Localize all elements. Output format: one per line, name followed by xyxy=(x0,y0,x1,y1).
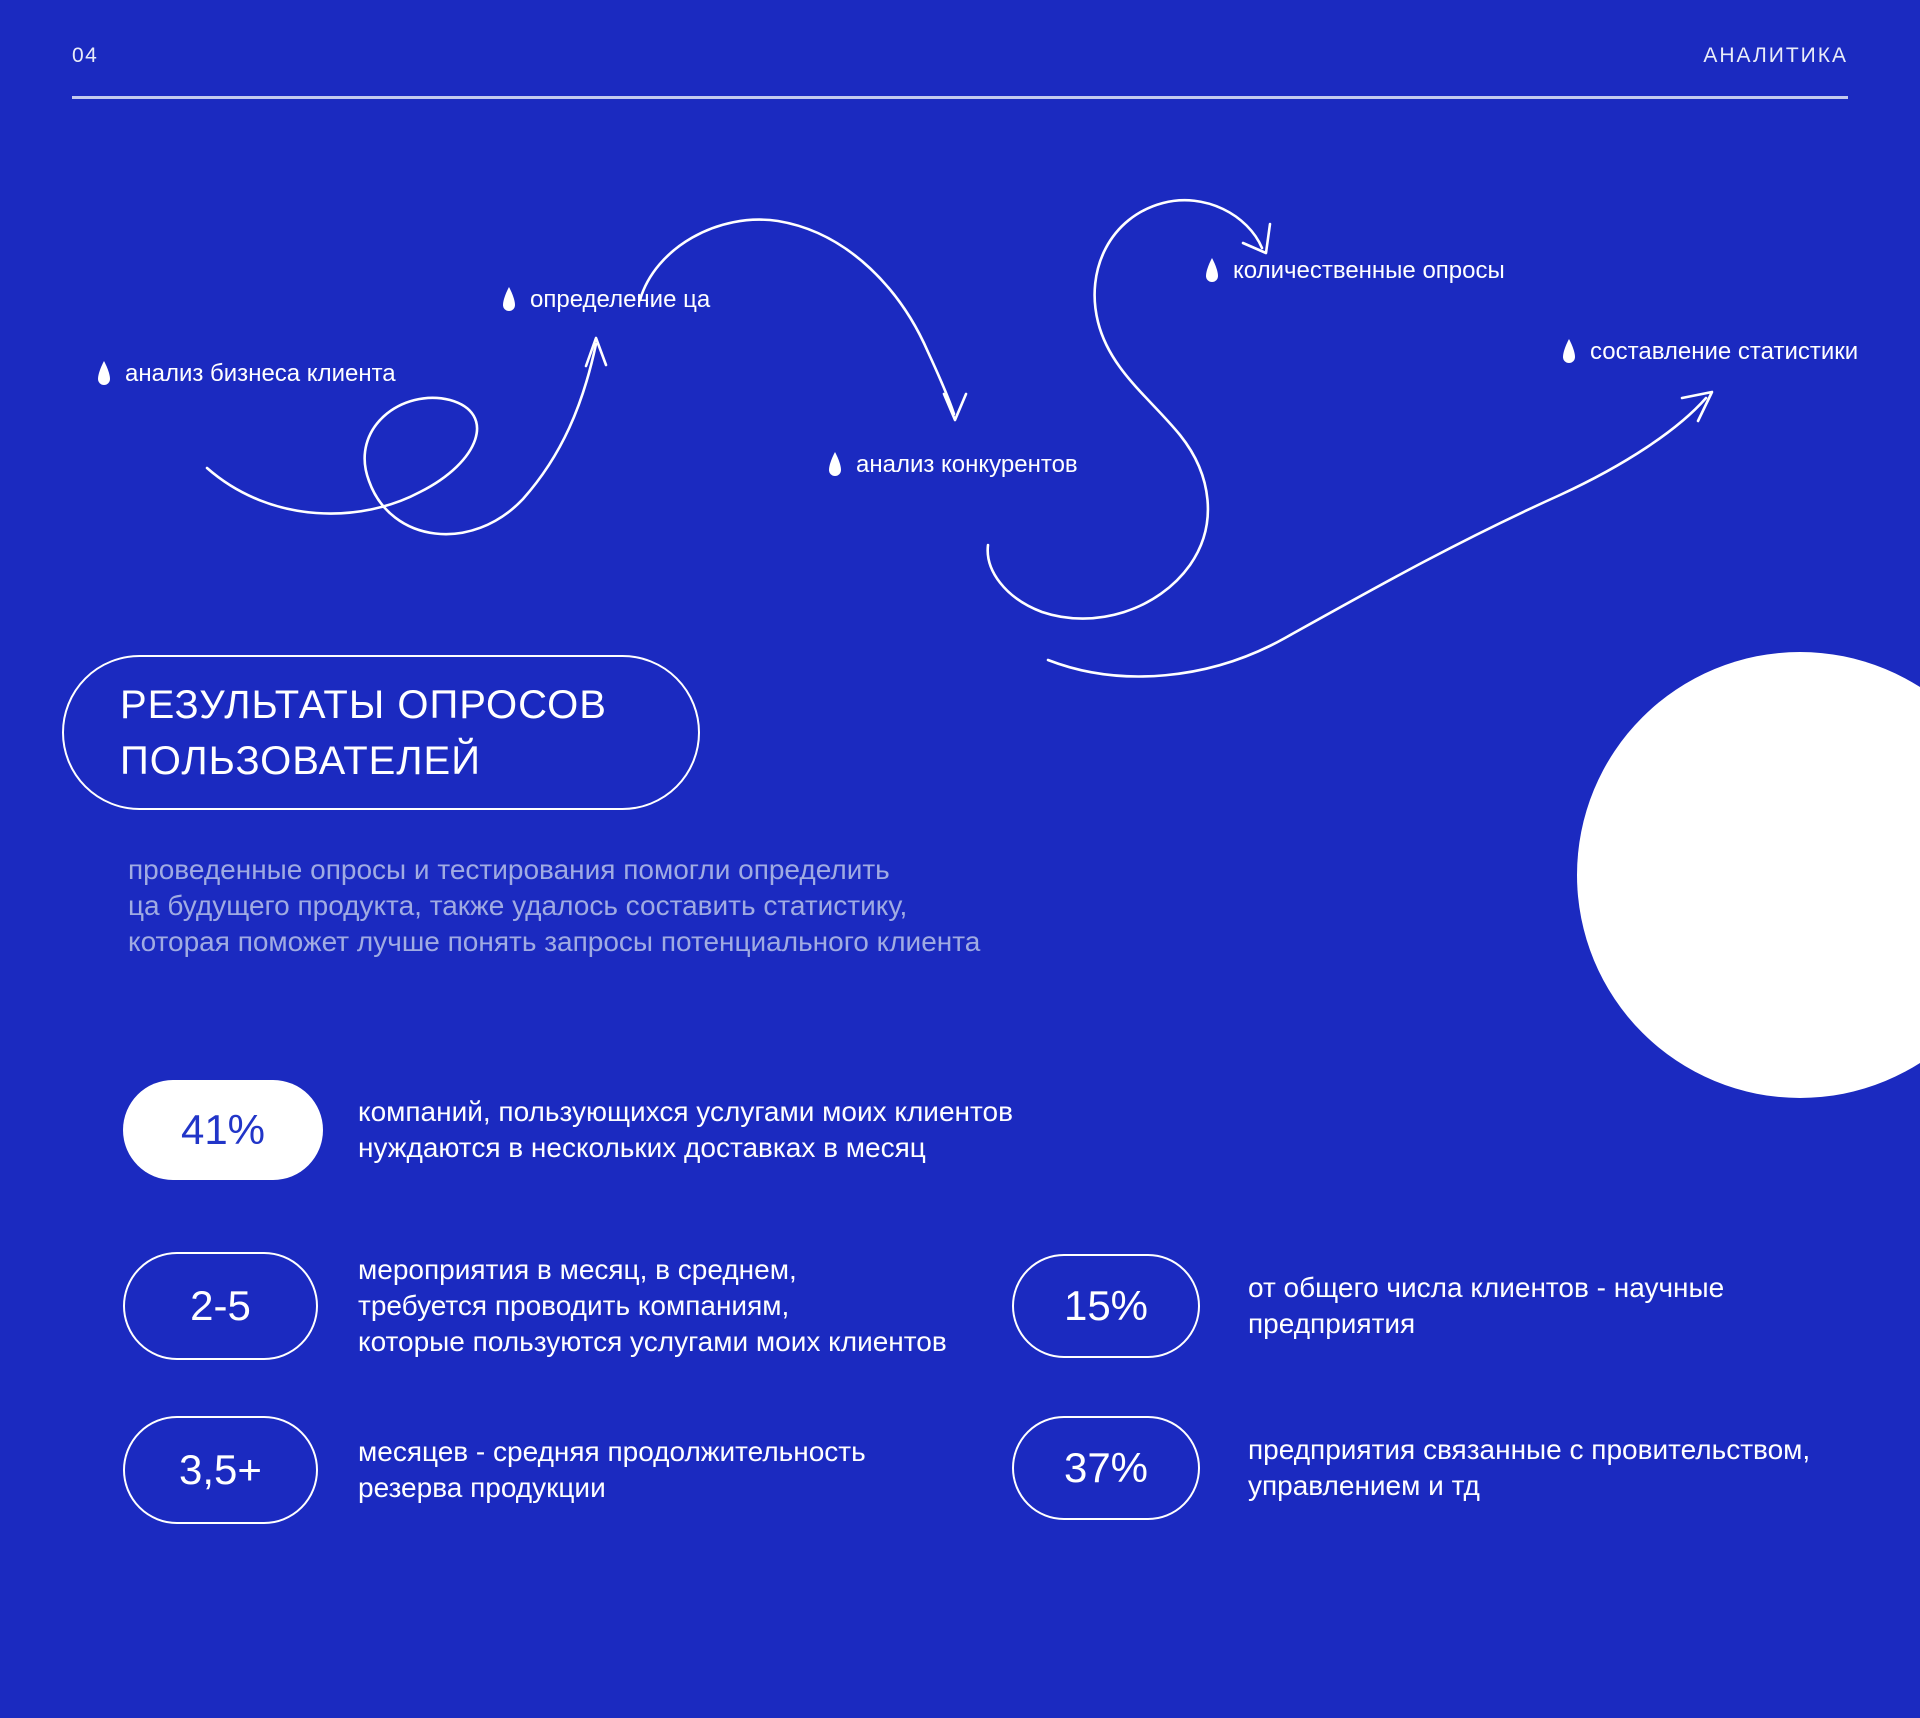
page-title: РЕЗУЛЬТАТЫ ОПРОСОВ ПОЛЬЗОВАТЕЛЕЙ xyxy=(120,682,607,783)
drop-icon xyxy=(1206,258,1218,282)
stat-pill-15: 15% xyxy=(1012,1254,1200,1358)
flow-step-statistics: составление статистики xyxy=(1562,338,1858,366)
flow-step-target-audience: определение ца xyxy=(502,286,710,314)
stat-text-37: предприятия связанные с провительством, … xyxy=(1248,1434,1811,1501)
stat-value: 3,5+ xyxy=(179,1446,262,1493)
flow-doodle-lines xyxy=(205,198,1714,678)
doodle-arc-curve xyxy=(638,218,956,416)
arrow-down-right xyxy=(1241,222,1272,255)
stat-value: 37% xyxy=(1063,1444,1149,1491)
flow-step-business-analysis: анализ бизнеса клиента xyxy=(97,360,396,388)
header-divider xyxy=(72,96,1848,99)
drop-icon xyxy=(98,361,110,385)
section-title: АНАЛИТИКА xyxy=(1703,44,1848,67)
description-text: проведенные опросы и тестирования помогл… xyxy=(128,854,981,957)
doodle-s-curve xyxy=(986,198,1264,620)
stat-value: 15% xyxy=(1063,1282,1149,1329)
flow-step-label: анализ конкурентов xyxy=(856,451,1078,478)
stat-pill-37: 37% xyxy=(1012,1416,1200,1520)
doodle-loop-curve xyxy=(205,342,598,536)
page-number: 04 xyxy=(72,44,99,67)
arrow-down xyxy=(942,392,968,422)
flow-step-label: определение ца xyxy=(530,286,711,313)
stat-value: 41% xyxy=(180,1106,266,1153)
flow-step-label: анализ бизнеса клиента xyxy=(125,360,396,387)
flow-step-label: составление статистики xyxy=(1590,338,1859,365)
stat-text-2-5: мероприятия в месяц, в среднем, требуетс… xyxy=(358,1254,947,1357)
arrow-up xyxy=(584,336,608,368)
doodle-tail-curve xyxy=(1046,396,1708,678)
stat-pill-41: 41% xyxy=(123,1080,323,1180)
stat-text-41: компаний, пользующихся услугами моих кли… xyxy=(358,1096,1013,1163)
stat-text-3-5: месяцев - средняя продолжительность резе… xyxy=(358,1436,866,1503)
stat-pill-2-5: 2-5 xyxy=(123,1252,318,1360)
title-pill: РЕЗУЛЬТАТЫ ОПРОСОВ ПОЛЬЗОВАТЕЛЕЙ xyxy=(62,655,700,810)
stat-text-15: от общего числа клиентов - научные предп… xyxy=(1248,1272,1725,1339)
drop-icon xyxy=(503,287,515,311)
decorative-circle xyxy=(1577,652,1920,1098)
flow-step-label: количественные опросы xyxy=(1233,257,1505,284)
drop-icon xyxy=(1563,339,1575,363)
stat-pill-3-5: 3,5+ xyxy=(123,1416,318,1524)
flow-step-competitor-analysis: анализ конкурентов xyxy=(828,451,1078,479)
flow-step-quantitative-surveys: количественные опросы xyxy=(1205,257,1505,285)
drop-icon xyxy=(829,452,841,476)
stat-value: 2-5 xyxy=(190,1282,251,1329)
arrow-up-right xyxy=(1680,390,1714,423)
